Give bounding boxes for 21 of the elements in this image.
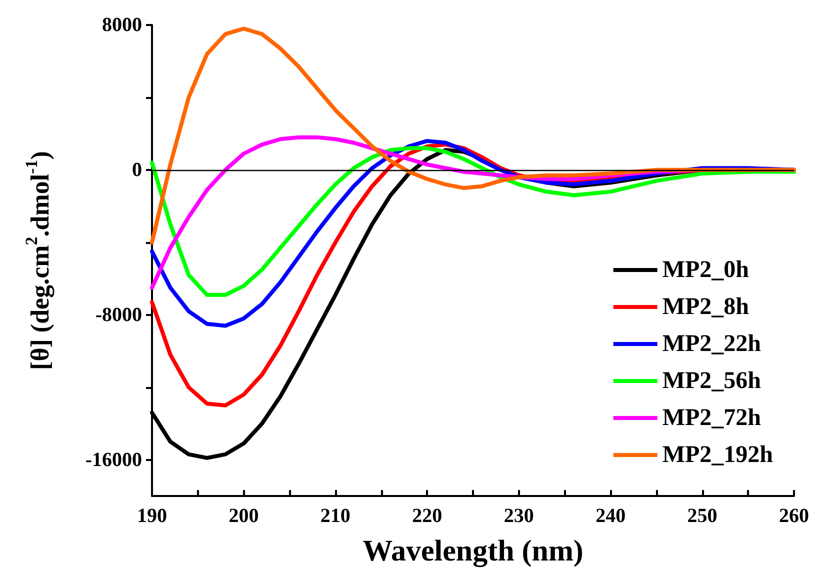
legend-label: MP2_72h xyxy=(662,405,762,431)
x-tick-label: 240 xyxy=(596,505,626,527)
x-axis-title: Wavelength (nm) xyxy=(362,534,584,568)
legend-label: MP2_0h xyxy=(662,257,750,283)
y-axis-title: [θ] (deg.cm2.dmol-1) xyxy=(22,151,54,370)
legend-label: MP2_22h xyxy=(662,331,762,357)
x-tick-label: 190 xyxy=(137,505,167,527)
x-tick-label: 220 xyxy=(412,505,442,527)
legend-label: MP2_8h xyxy=(662,294,750,320)
y-tick-label: -16000 xyxy=(85,448,142,471)
x-tick-label: 210 xyxy=(320,505,350,527)
legend-label: MP2_192h xyxy=(662,442,774,468)
line-series xyxy=(150,26,796,244)
x-tick-label: 260 xyxy=(779,505,809,527)
legend-label: MP2_56h xyxy=(662,368,762,394)
y-tick-label: -8000 xyxy=(95,304,142,326)
x-tick-label: 250 xyxy=(687,505,718,527)
x-tick-label: 230 xyxy=(504,505,534,527)
y-tick-label: 0 xyxy=(132,158,142,181)
y-tick-label: 8000 xyxy=(102,14,142,36)
x-tick-label: 200 xyxy=(228,505,259,527)
